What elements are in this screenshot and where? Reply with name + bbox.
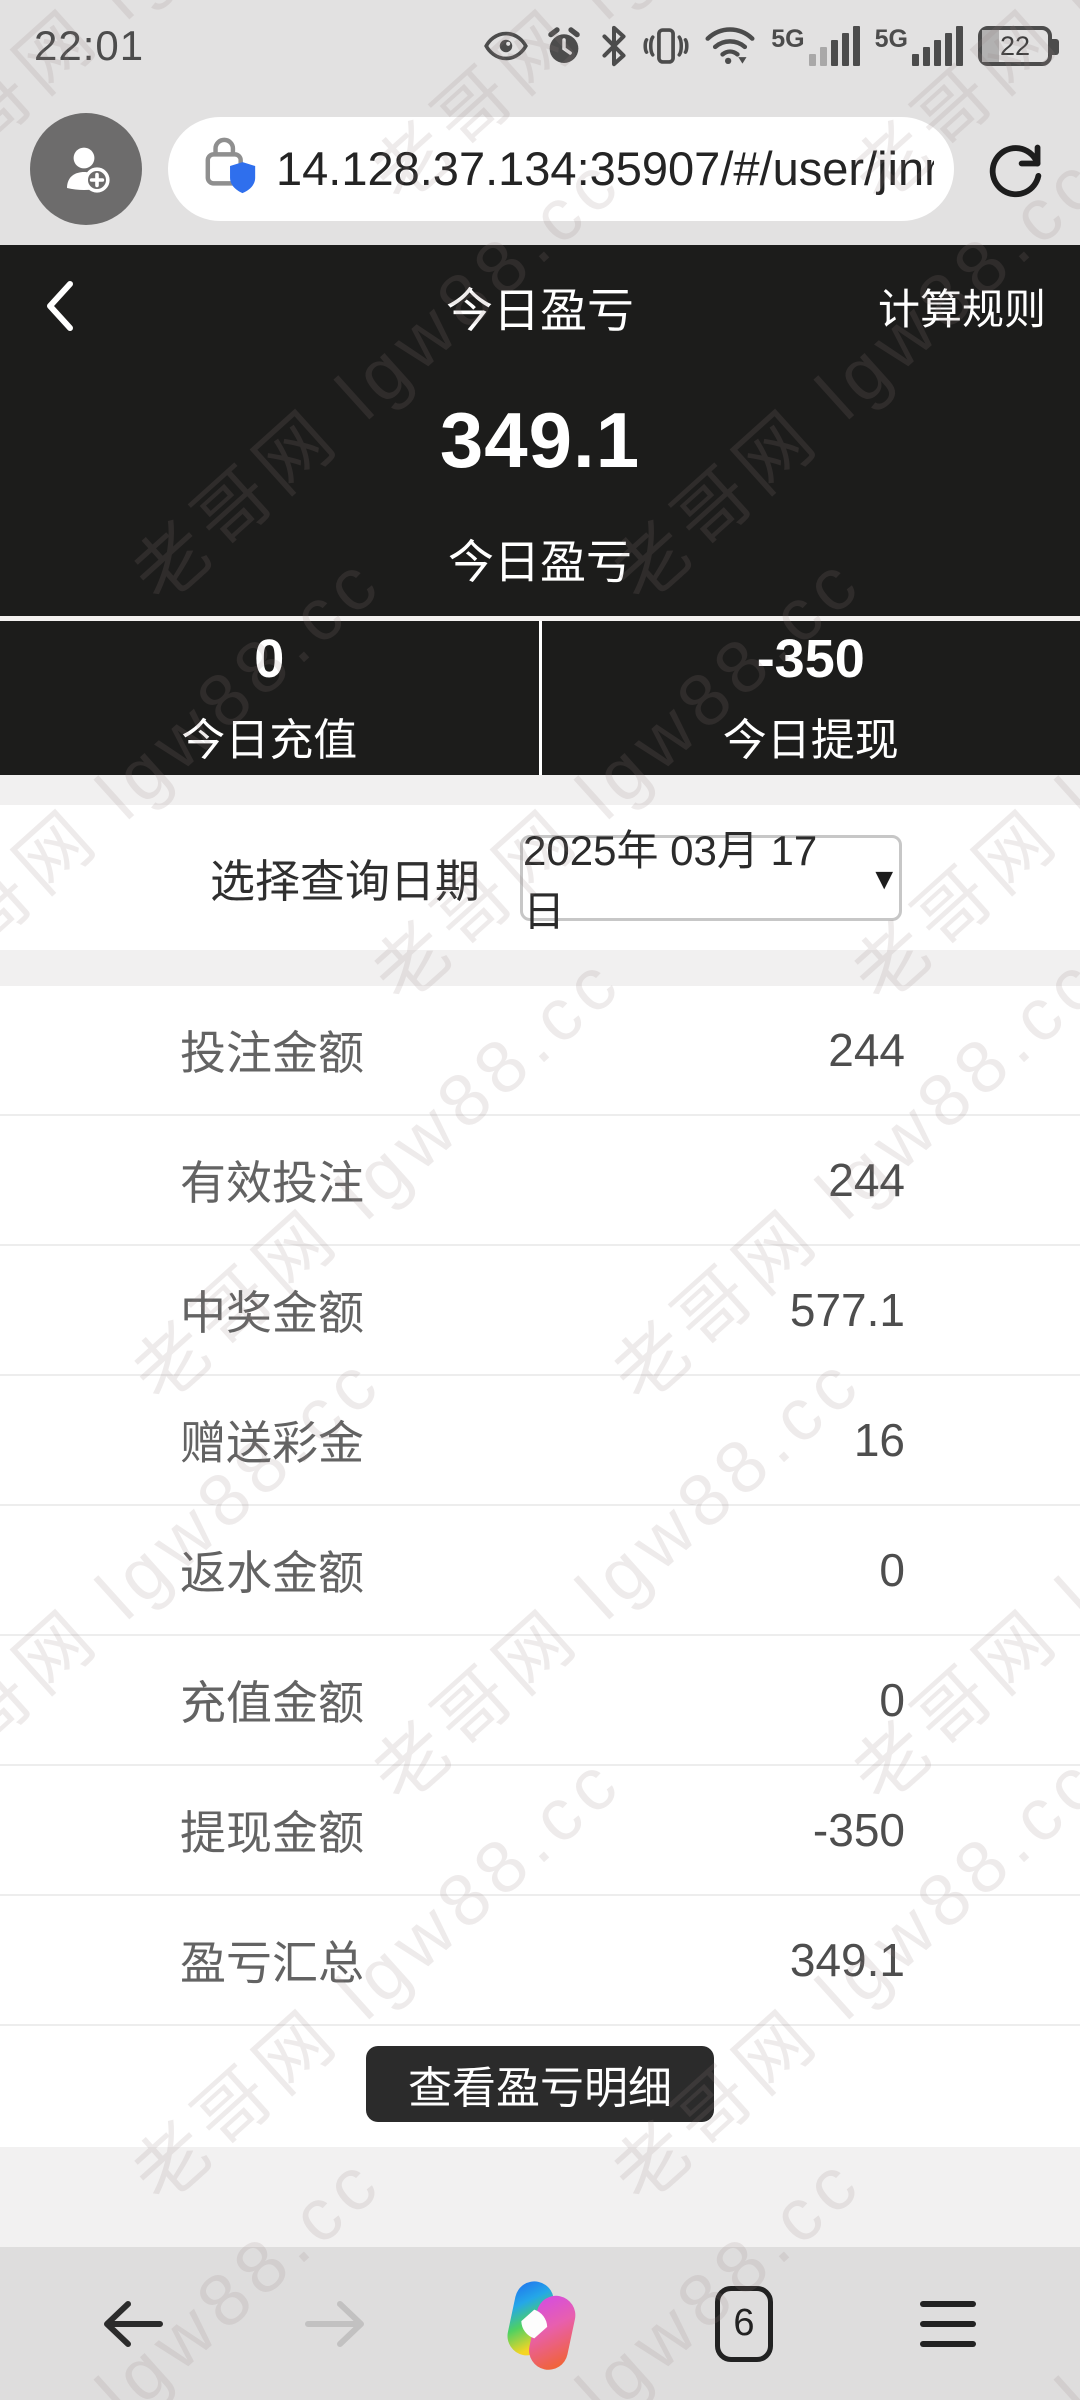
back-chevron-icon[interactable]: [40, 273, 80, 339]
date-picker-row: 选择查询日期 2025年 03月 17日 ▼: [0, 805, 1080, 950]
row-value: 577.1: [789, 1284, 905, 1336]
date-value: 2025年 03月 17日: [523, 826, 818, 935]
eye-icon: [484, 31, 529, 61]
status-bar: 22:01 5G 5G: [0, 0, 1080, 92]
calc-rules-link[interactable]: 计算规则: [877, 285, 1046, 333]
stat-recharge: 0 今日充值: [0, 621, 542, 775]
list-row: 赠送彩金 16: [0, 1376, 1080, 1506]
navbar: 今日盈亏 计算规则: [0, 273, 1080, 339]
refresh-button[interactable]: [980, 134, 1050, 204]
battery-icon: 22: [978, 26, 1059, 66]
copilot-icon: [507, 2280, 576, 2370]
divider: [0, 616, 1080, 621]
row-label: 盈亏汇总: [180, 1937, 364, 1989]
nav-back-button[interactable]: [72, 2269, 192, 2379]
section-gap: [0, 775, 1080, 805]
row-label: 投注金额: [180, 1027, 364, 1079]
row-value: -350: [812, 1804, 905, 1856]
list-row: 返水金额 0: [0, 1506, 1080, 1636]
row-value: 244: [828, 1024, 905, 1076]
stat-value: -350: [756, 629, 865, 689]
list-row: 有效投注 244: [0, 1116, 1080, 1246]
row-label: 返水金额: [180, 1547, 364, 1599]
row-label: 提现金额: [180, 1807, 364, 1859]
alarm-icon: [543, 25, 585, 67]
browser-bottom-nav: 6: [0, 2247, 1080, 2400]
section-gap: [0, 950, 1080, 986]
section-gap: [0, 2147, 1080, 2247]
stat-label: 今日提现: [722, 716, 899, 765]
wifi-icon: [704, 25, 756, 67]
tab-count: 6: [715, 2285, 773, 2362]
row-label: 有效投注: [180, 1157, 364, 1209]
profit-detail-list: 投注金额 244 有效投注 244 中奖金额 577.1 赠送彩金 16 返水金…: [0, 986, 1080, 2147]
row-value: 16: [853, 1414, 905, 1466]
status-icons: 5G 5G 22: [484, 25, 1059, 67]
secure-lock-icon: [202, 133, 260, 204]
url-text: 14.128.37.134:35907/#/user/jinr: [276, 142, 934, 195]
bluetooth-icon: [600, 25, 628, 67]
button-zone: 查看盈亏明细: [0, 2026, 1080, 2145]
view-profit-detail-button[interactable]: 查看盈亏明细: [366, 2046, 714, 2122]
menu-button[interactable]: [888, 2269, 1008, 2379]
row-label: 充值金额: [180, 1677, 364, 1729]
list-row: 充值金额 0: [0, 1636, 1080, 1766]
signal-5g-icon: 5G: [771, 26, 860, 66]
copilot-button[interactable]: [480, 2269, 600, 2379]
page-title: 今日盈亏: [446, 283, 634, 337]
tab-counter-button[interactable]: 6: [684, 2269, 804, 2379]
page-header: 今日盈亏 计算规则 349.1 今日盈亏: [0, 245, 1080, 616]
list-row: 投注金额 244: [0, 986, 1080, 1116]
date-picker-label: 选择查询日期: [210, 856, 481, 907]
list-row: 盈亏汇总 349.1: [0, 1896, 1080, 2026]
rows-container: 投注金额 244 有效投注 244 中奖金额 577.1 赠送彩金 16 返水金…: [0, 986, 1080, 2026]
address-bar[interactable]: 14.128.37.134:35907/#/user/jinr: [168, 116, 954, 221]
add-person-icon: [67, 147, 110, 193]
row-label: 赠送彩金: [180, 1417, 364, 1469]
today-profit-amount: 349.1: [439, 396, 641, 484]
list-row: 提现金额 -350: [0, 1766, 1080, 1896]
stat-value: 0: [254, 629, 285, 689]
profile-avatar[interactable]: [30, 112, 142, 225]
nav-forward-button[interactable]: [276, 2269, 396, 2379]
stats-row: 0 今日充值 -350 今日提现: [0, 621, 1080, 775]
row-label: 中奖金额: [180, 1287, 364, 1339]
signal-5g-icon: 5G: [875, 26, 963, 66]
row-value: 0: [879, 1544, 905, 1596]
row-value: 0: [879, 1674, 905, 1726]
stat-label: 今日充值: [181, 716, 358, 765]
chevron-down-icon: ▼: [869, 862, 900, 896]
stat-withdraw: -350 今日提现: [542, 621, 1080, 775]
clock: 22:01: [34, 22, 145, 69]
list-row: 中奖金额 577.1: [0, 1246, 1080, 1376]
row-value: 244: [828, 1154, 905, 1206]
today-profit-label: 今日盈亏: [448, 536, 632, 588]
vibrate-icon: [643, 26, 689, 66]
row-value: 349.1: [789, 1934, 905, 1986]
date-select[interactable]: 2025年 03月 17日 ▼: [520, 827, 903, 935]
browser-toolbar: 14.128.37.134:35907/#/user/jinr: [0, 92, 1080, 245]
